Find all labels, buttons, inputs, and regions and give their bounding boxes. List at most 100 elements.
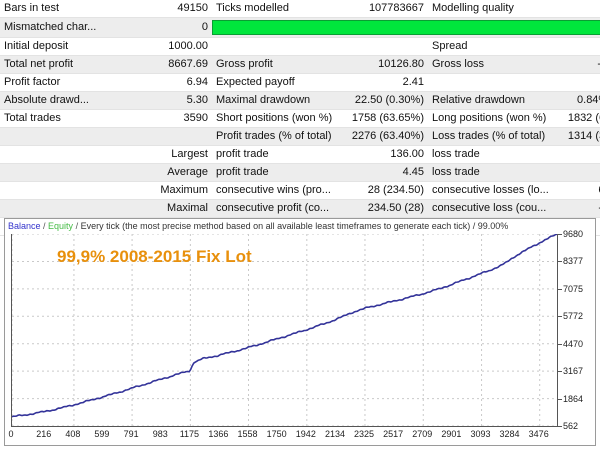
x-tick-label: 1558 (237, 429, 258, 439)
modelling-quality-bar-cell (212, 17, 600, 38)
stat-label: Gross profit (212, 55, 340, 74)
x-tick-label: 3476 (528, 429, 549, 439)
stat-label (212, 37, 340, 56)
stat-value: 2.41 (340, 73, 428, 92)
x-tick-label: 2901 (441, 429, 462, 439)
stat-value: 6 (-9.00) (556, 181, 600, 200)
chart-title: 99,9% 2008-2015 Fix Lot (57, 247, 252, 266)
stat-value: 28 (234.50) (340, 181, 428, 200)
y-axis-line (557, 234, 558, 426)
table-row: Total trades 3590 Short positions (won %) 1… (0, 109, 600, 128)
stat-label (0, 145, 128, 164)
stat-value: 99.00% (556, 0, 600, 18)
stat-label: Expected payoff (212, 73, 340, 92)
x-tick-label: 216 (36, 429, 52, 439)
table-row: Profit factor 6.94 Expected payoff 2.41 (0, 73, 600, 92)
stat-label (0, 163, 128, 182)
y-tick-label: 5772 (563, 311, 584, 322)
stat-label: Total net profit (0, 55, 128, 74)
legend-equity-label: Equity (48, 221, 74, 231)
stat-label: Relative drawdown (428, 91, 556, 110)
y-tick-label: 8377 (563, 256, 584, 267)
stat-label: Maximal drawdown (212, 91, 340, 110)
y-tick-mark (557, 426, 562, 427)
stat-label: Initial deposit (0, 37, 128, 56)
y-tick-label: 3167 (563, 366, 584, 377)
stat-value: 4.45 (340, 163, 428, 182)
stat-label: Loss trades (% of total) (428, 127, 556, 146)
stat-value: 8667.69 (128, 55, 212, 74)
stat-value: 0.84% (8.40) (556, 91, 600, 110)
stat-value: 234.50 (28) (340, 199, 428, 218)
stat-value: Average (128, 163, 212, 182)
y-tick-mark (557, 288, 562, 290)
stat-value: 5 (556, 37, 600, 56)
x-tick-label: 1366 (208, 429, 229, 439)
stat-label: Modelling quality (428, 0, 556, 18)
stat-label: Profit trades (% of total) (212, 127, 340, 146)
stat-value: -1.11 (556, 163, 600, 182)
stat-label: Absolute drawd... (0, 91, 128, 110)
stat-value: 10126.80 (340, 55, 428, 74)
stat-value: 136.00 (340, 145, 428, 164)
x-tick-label: 983 (152, 429, 168, 439)
x-tick-label: 1175 (179, 429, 200, 439)
stat-value: 107783667 (340, 0, 428, 18)
x-tick-label: 2134 (324, 429, 345, 439)
table-row: Mismatched char... 0 (0, 17, 600, 38)
stat-label: Short positions (won %) (212, 109, 340, 128)
legend-separator-2: / (73, 221, 81, 231)
stat-value: Maximum (128, 181, 212, 200)
stat-label: consecutive losses (lo... (428, 181, 556, 200)
stat-label: loss trade (428, 145, 556, 164)
stat-value: 2276 (63.40%) (340, 127, 428, 146)
x-tick-label: 3093 (470, 429, 491, 439)
legend-description: Every tick (the most precise method base… (80, 221, 509, 231)
stat-value: 6.94 (128, 73, 212, 92)
stat-label (428, 73, 556, 92)
x-tick-label: 1750 (266, 429, 287, 439)
y-tick-label: 7075 (563, 283, 584, 294)
stat-value (340, 37, 428, 56)
x-axis: 0 216 408 599 791 983 1175 1366 1558 1750 1942 2134… (8, 426, 557, 444)
y-tick-mark (557, 316, 562, 318)
legend-balance-label: Balance (8, 221, 41, 231)
stat-label: loss trade (428, 163, 556, 182)
stat-value: 1314 (36.60%) (556, 127, 600, 146)
stat-value: -1459.11 (556, 55, 600, 74)
stat-value: Maximal (128, 199, 212, 218)
table-row: Maximal consecutive profit (co... 234.50 (… (0, 199, 600, 218)
stat-label (0, 199, 128, 218)
backtest-statistics-table: Bars in test 49150 Ticks modelled 107783667… (0, 0, 600, 236)
stat-value (128, 127, 212, 146)
stat-value: 1000.00 (128, 37, 212, 56)
stat-label: Mismatched char... (0, 17, 128, 38)
equity-curve-svg (12, 234, 557, 426)
stat-label: consecutive loss (cou... (428, 199, 556, 218)
stat-label: Bars in test (0, 0, 128, 18)
stat-label: Profit factor (0, 73, 128, 92)
stat-value: 49150 (128, 0, 212, 18)
stat-value: 22.50 (0.30%) (340, 91, 428, 110)
x-tick-label: 0 (8, 429, 14, 439)
x-tick-label: 1942 (295, 429, 316, 439)
legend-separator-1: / (40, 221, 49, 231)
y-axis: 562 1864 3167 4470 5772 7075 8377 9680 (557, 230, 597, 432)
stat-label: Ticks modelled (212, 0, 340, 18)
stat-label: consecutive wins (pro... (212, 181, 340, 200)
y-tick-label: 1864 (563, 393, 584, 404)
x-axis-line (11, 426, 557, 427)
stat-value: Largest (128, 145, 212, 164)
x-tick-label: 2517 (383, 429, 404, 439)
stat-label: Long positions (won %) (428, 109, 556, 128)
modelling-quality-bar (212, 20, 600, 35)
table-row: Bars in test 49150 Ticks modelled 107783667… (0, 0, 600, 18)
stat-value: 3590 (128, 109, 212, 128)
y-tick-mark (557, 343, 562, 345)
table-row: Absolute drawd... 5.30 Maximal drawdown 22.… (0, 91, 600, 110)
equity-chart-panel[interactable]: Balance / Equity / Every tick (the most … (4, 218, 596, 446)
